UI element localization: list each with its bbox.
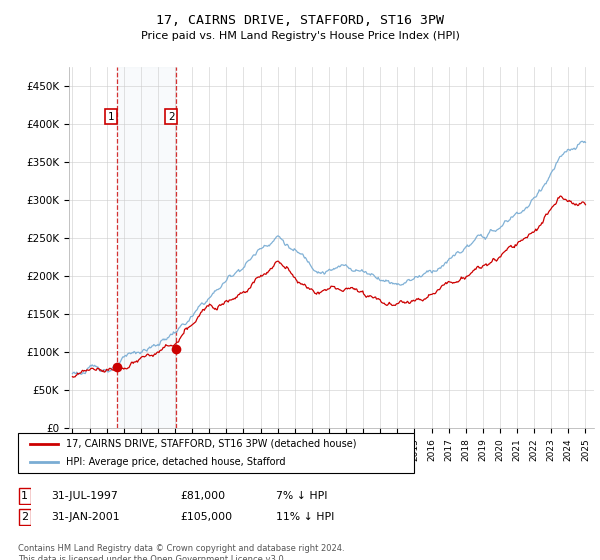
Bar	[116, 67, 176, 428]
Text: Price paid vs. HM Land Registry's House Price Index (HPI): Price paid vs. HM Land Registry's House …	[140, 31, 460, 41]
Text: HPI: Average price, detached house, Stafford: HPI: Average price, detached house, Staf…	[65, 458, 285, 467]
Text: 2: 2	[168, 111, 175, 122]
Text: 11% ↓ HPI: 11% ↓ HPI	[276, 512, 334, 522]
Text: £81,000: £81,000	[180, 491, 225, 501]
Text: 31-JAN-2001: 31-JAN-2001	[51, 512, 119, 522]
Text: 1: 1	[108, 111, 115, 122]
FancyBboxPatch shape	[18, 433, 414, 473]
Text: 7% ↓ HPI: 7% ↓ HPI	[276, 491, 328, 501]
Text: 2: 2	[21, 512, 28, 522]
Text: Contains HM Land Registry data © Crown copyright and database right 2024.
This d: Contains HM Land Registry data © Crown c…	[18, 544, 344, 560]
FancyBboxPatch shape	[19, 488, 31, 504]
Text: 17, CAIRNS DRIVE, STAFFORD, ST16 3PW (detached house): 17, CAIRNS DRIVE, STAFFORD, ST16 3PW (de…	[65, 439, 356, 449]
FancyBboxPatch shape	[19, 509, 31, 525]
Text: 17, CAIRNS DRIVE, STAFFORD, ST16 3PW: 17, CAIRNS DRIVE, STAFFORD, ST16 3PW	[156, 14, 444, 27]
Text: £105,000: £105,000	[180, 512, 232, 522]
Text: 31-JUL-1997: 31-JUL-1997	[51, 491, 118, 501]
Text: 1: 1	[21, 491, 28, 501]
